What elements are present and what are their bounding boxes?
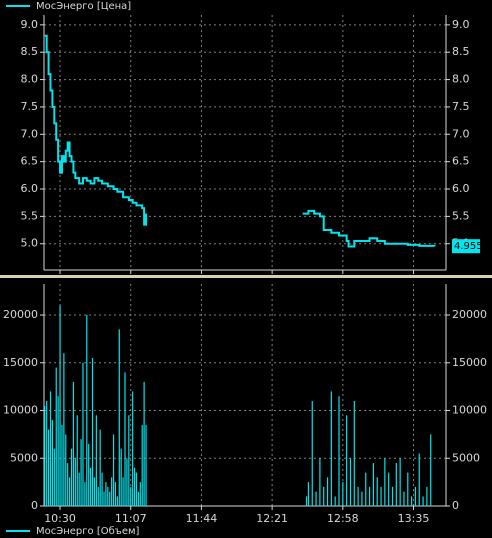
x-tick-label: 12:21: [256, 512, 288, 525]
x-tick-label: 11:07: [115, 512, 147, 525]
y2-tick-label: 5.5: [452, 209, 470, 222]
y-tick-label: 20000: [3, 308, 38, 321]
last-value-label: 4.955: [454, 241, 483, 252]
y-tick-label: 8.5: [21, 45, 39, 58]
y2-tick-label: 15000: [452, 356, 487, 369]
y-tick-label: 10000: [3, 404, 38, 417]
y2-tick-label: 5000: [452, 451, 480, 464]
y2-tick-label: 7.0: [452, 127, 470, 140]
y-tick-label: 6.0: [21, 182, 39, 195]
y2-tick-label: 7.5: [452, 100, 470, 113]
y2-tick-label: 10000: [452, 404, 487, 417]
y-tick-label: 5.5: [21, 209, 39, 222]
y2-tick-label: 0: [452, 499, 459, 512]
y-tick-label: 7.0: [21, 127, 39, 140]
last-value-box: [452, 239, 480, 254]
y-tick-label: 5000: [10, 451, 38, 464]
y2-tick-label: 20000: [452, 308, 487, 321]
y2-tick-label: 8.5: [452, 45, 470, 58]
y2-tick-label: 8.0: [452, 73, 470, 86]
y-tick-label: 6.5: [21, 155, 39, 168]
panel-separator: [0, 275, 492, 278]
legend-label: МосЭнерго [Цена]: [36, 1, 131, 12]
y2-tick-label: 9.0: [452, 18, 470, 31]
x-tick-label: 11:44: [186, 512, 218, 525]
y2-tick-label: 6.5: [452, 155, 470, 168]
x-tick-label: 13:35: [398, 512, 430, 525]
x-tick-label: 10:30: [44, 512, 76, 525]
legend-label: МосЭнерго [Объем]: [36, 526, 140, 537]
y-tick-label: 9.0: [21, 18, 39, 31]
y2-tick-label: 6.0: [452, 182, 470, 195]
y-tick-label: 15000: [3, 356, 38, 369]
x-tick-label: 12:58: [327, 512, 359, 525]
y-tick-label: 8.0: [21, 73, 39, 86]
price-line: [44, 34, 436, 248]
y-tick-label: 7.5: [21, 100, 39, 113]
y-tick-label: 0: [31, 499, 38, 512]
y-tick-label: 5.0: [21, 237, 39, 250]
